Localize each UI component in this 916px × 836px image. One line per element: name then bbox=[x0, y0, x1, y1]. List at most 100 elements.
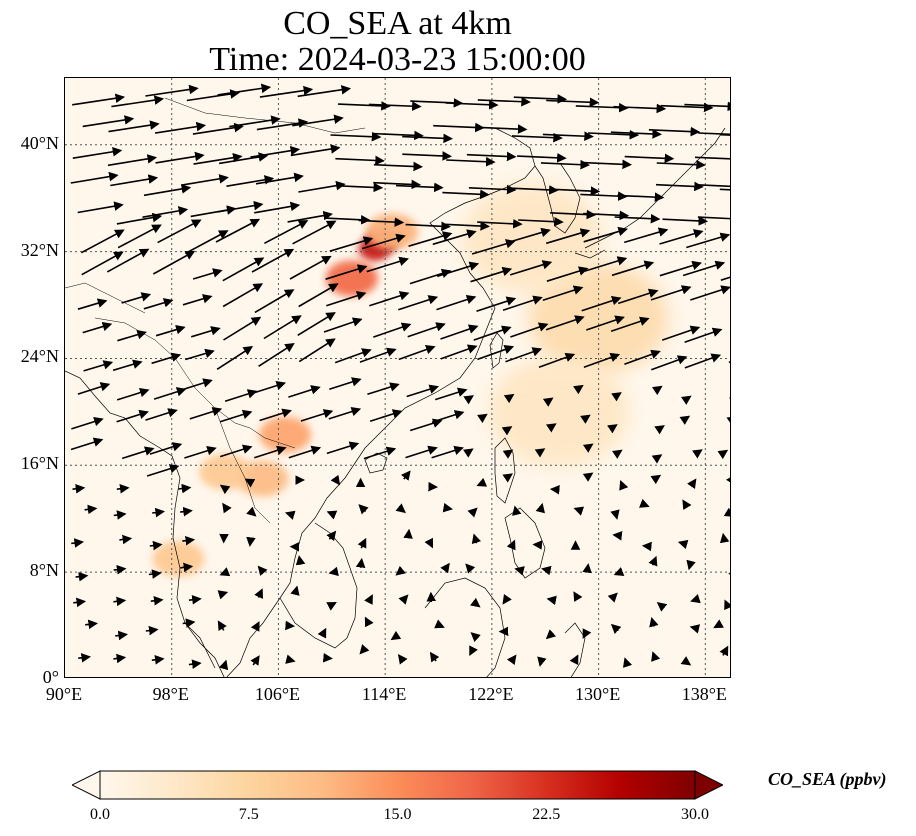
lat-tick-label: 8°N bbox=[29, 560, 59, 581]
wind-arrow bbox=[403, 528, 413, 539]
wind-arrow bbox=[682, 499, 692, 511]
wind-arrow bbox=[583, 210, 630, 221]
wind-arrow bbox=[82, 321, 113, 334]
wind-arrow bbox=[684, 101, 730, 112]
wind-arrow bbox=[617, 192, 665, 202]
wind-arrow bbox=[359, 644, 370, 655]
wind-arrow bbox=[466, 151, 517, 162]
wind-arrow bbox=[719, 532, 730, 544]
wind-arrow bbox=[146, 464, 180, 477]
wind-arrow bbox=[259, 85, 314, 98]
wind-arrow bbox=[71, 416, 104, 430]
concentration-blob bbox=[365, 213, 418, 250]
wind-arrow bbox=[222, 257, 265, 282]
wind-arrow bbox=[431, 410, 465, 423]
wind-arrow bbox=[407, 322, 446, 338]
wind-arrow bbox=[477, 344, 515, 361]
lat-tick-label: 32°N bbox=[20, 239, 59, 260]
wind-arrow bbox=[584, 256, 628, 272]
wind-arrow bbox=[623, 227, 669, 244]
wind-arrow bbox=[217, 200, 264, 213]
wind-arrow bbox=[586, 315, 625, 331]
wind-arrow bbox=[545, 629, 557, 640]
wind-arrow bbox=[687, 478, 697, 490]
wind-arrow bbox=[717, 449, 729, 460]
wind-arrow bbox=[325, 264, 368, 280]
wind-arrow bbox=[462, 448, 474, 458]
concentration-blob bbox=[199, 453, 252, 490]
wind-arrow bbox=[476, 124, 528, 134]
wind-arrow bbox=[649, 616, 659, 628]
wind-arrow bbox=[470, 597, 481, 608]
wind-arrow bbox=[728, 361, 730, 364]
wind-arrow bbox=[546, 266, 589, 282]
wind-arrow bbox=[246, 536, 256, 547]
wind-arrow bbox=[152, 507, 165, 518]
wind-arrow bbox=[192, 122, 244, 135]
wind-arrow bbox=[254, 445, 287, 459]
wind-arrow bbox=[116, 387, 150, 401]
wind-arrow bbox=[440, 324, 479, 340]
wind-arrow bbox=[445, 99, 499, 110]
wind-arrow bbox=[180, 562, 194, 573]
wind-arrow bbox=[686, 559, 696, 571]
wind-arrow bbox=[295, 555, 306, 566]
wind-arrow bbox=[250, 655, 260, 666]
wind-arrow bbox=[650, 474, 662, 485]
wind-arrow bbox=[659, 260, 702, 277]
wind-arrow bbox=[580, 414, 591, 424]
colorbar-tick-label: 7.5 bbox=[238, 806, 259, 823]
wind-arrow bbox=[71, 538, 84, 548]
wind-arrow bbox=[406, 384, 440, 398]
wind-arrow bbox=[218, 659, 229, 671]
wind-arrow bbox=[155, 325, 186, 337]
wind-arrow bbox=[656, 159, 706, 170]
wind-arrow bbox=[501, 426, 513, 436]
wind-arrow bbox=[188, 595, 202, 605]
wind-arrow bbox=[117, 330, 147, 342]
wind-arrow bbox=[610, 316, 650, 333]
wind-arrow bbox=[610, 129, 662, 139]
wind-arrow bbox=[433, 122, 485, 133]
wind-arrow bbox=[77, 298, 108, 310]
wind-arrow bbox=[724, 599, 730, 611]
wind-arrow bbox=[366, 256, 409, 273]
wind-arrow bbox=[70, 437, 104, 451]
wind-arrow bbox=[182, 618, 196, 628]
wind-arrow bbox=[582, 628, 592, 639]
wind-arrow bbox=[467, 507, 478, 518]
wind-arrow bbox=[624, 349, 661, 365]
wind-arrow bbox=[364, 594, 373, 605]
wind-arrow bbox=[534, 448, 546, 458]
colorbar-max-extend bbox=[694, 770, 725, 800]
lat-tick-label: 24°N bbox=[20, 346, 59, 367]
wind-arrow bbox=[446, 156, 496, 167]
wind-arrow bbox=[145, 408, 178, 421]
wind-arrow bbox=[686, 232, 730, 249]
wind-arrow bbox=[287, 210, 333, 223]
wind-arrow bbox=[288, 445, 322, 459]
wind-arrow bbox=[326, 601, 337, 611]
wind-arrow bbox=[398, 295, 439, 311]
wind-arrow bbox=[583, 226, 628, 243]
map-canvas bbox=[65, 78, 730, 677]
wind-arrow bbox=[361, 233, 406, 250]
wind-arrow bbox=[189, 406, 223, 420]
wind-arrow bbox=[723, 507, 730, 517]
concentration-blob bbox=[461, 183, 602, 294]
wind-arrow bbox=[219, 484, 231, 495]
wind-arrow bbox=[215, 218, 261, 243]
wind-arrow bbox=[470, 632, 481, 643]
wind-arrow bbox=[648, 555, 658, 567]
wind-arrow bbox=[682, 260, 726, 277]
wind-arrow bbox=[690, 593, 701, 604]
wind-arrow bbox=[178, 483, 192, 494]
wind-arrow bbox=[157, 219, 202, 244]
wind-arrow bbox=[142, 206, 189, 218]
wind-arrow bbox=[660, 102, 714, 113]
wind-arrow bbox=[511, 132, 563, 143]
lon-tick-label: 114°E bbox=[361, 684, 407, 704]
wind-arrow bbox=[622, 657, 633, 668]
wind-arrow bbox=[326, 510, 338, 520]
wind-arrow bbox=[72, 147, 123, 159]
